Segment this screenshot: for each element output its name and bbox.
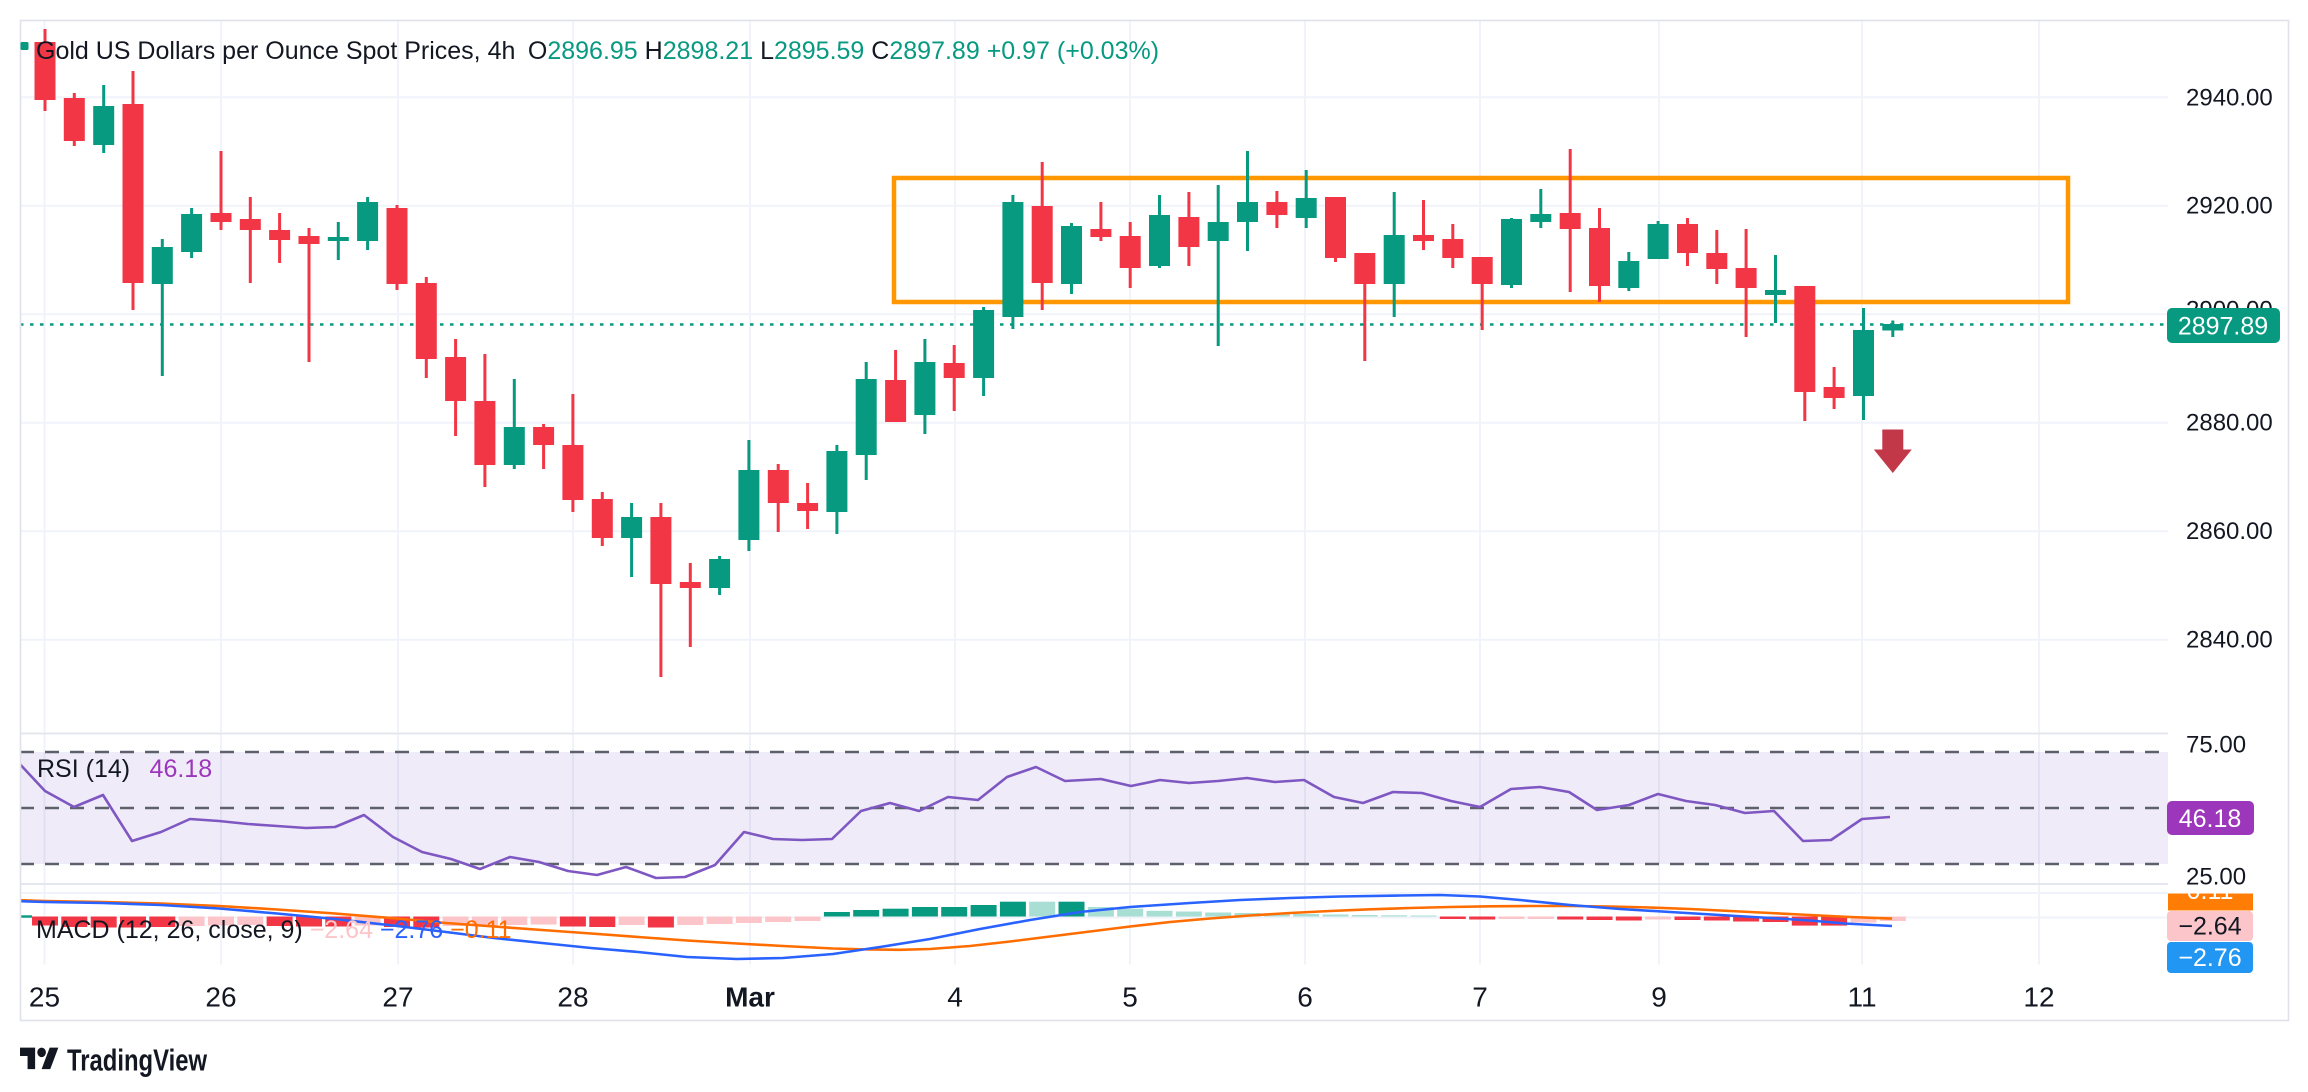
svg-text:2840.00: 2840.00 xyxy=(2186,627,2273,654)
svg-text:RSI (14) 46.18: RSI (14) 46.18 xyxy=(37,755,212,783)
svg-text:Gold US Dollars per Ounce Spot: Gold US Dollars per Ounce Spot Prices, 4… xyxy=(36,37,1159,65)
svg-text:TradingView: TradingView xyxy=(67,1043,208,1078)
svg-text:25.00: 25.00 xyxy=(2186,864,2246,891)
svg-text:75.00: 75.00 xyxy=(2186,732,2246,759)
svg-text:2920.00: 2920.00 xyxy=(2186,193,2273,220)
svg-text:0.11: 0.11 xyxy=(2187,877,2234,905)
svg-text:27: 27 xyxy=(382,982,413,1013)
svg-text:2860.00: 2860.00 xyxy=(2186,518,2273,545)
svg-text:28: 28 xyxy=(557,982,588,1013)
svg-text:4: 4 xyxy=(947,982,963,1013)
svg-text:6: 6 xyxy=(1297,982,1313,1013)
svg-text:46.18: 46.18 xyxy=(2179,805,2242,833)
svg-text:5: 5 xyxy=(1122,982,1138,1013)
svg-text:2940.00: 2940.00 xyxy=(2186,85,2273,112)
svg-text:11: 11 xyxy=(1847,982,1876,1013)
svg-text:7: 7 xyxy=(1472,982,1488,1013)
svg-text:Mar: Mar xyxy=(725,982,775,1013)
svg-text:25: 25 xyxy=(29,982,60,1013)
svg-text:2880.00: 2880.00 xyxy=(2186,410,2273,437)
svg-text:9: 9 xyxy=(1651,982,1667,1013)
svg-text:12: 12 xyxy=(2023,982,2054,1013)
svg-text:2897.89: 2897.89 xyxy=(2178,313,2268,341)
svg-text:−2.76: −2.76 xyxy=(2178,944,2241,972)
svg-text:−2.64: −2.64 xyxy=(2178,913,2241,941)
svg-text:26: 26 xyxy=(205,982,236,1013)
svg-text:MACD (12, 26, close, 9) −2.64: MACD (12, 26, close, 9) −2.64 −2.76 −0.1… xyxy=(36,916,512,944)
